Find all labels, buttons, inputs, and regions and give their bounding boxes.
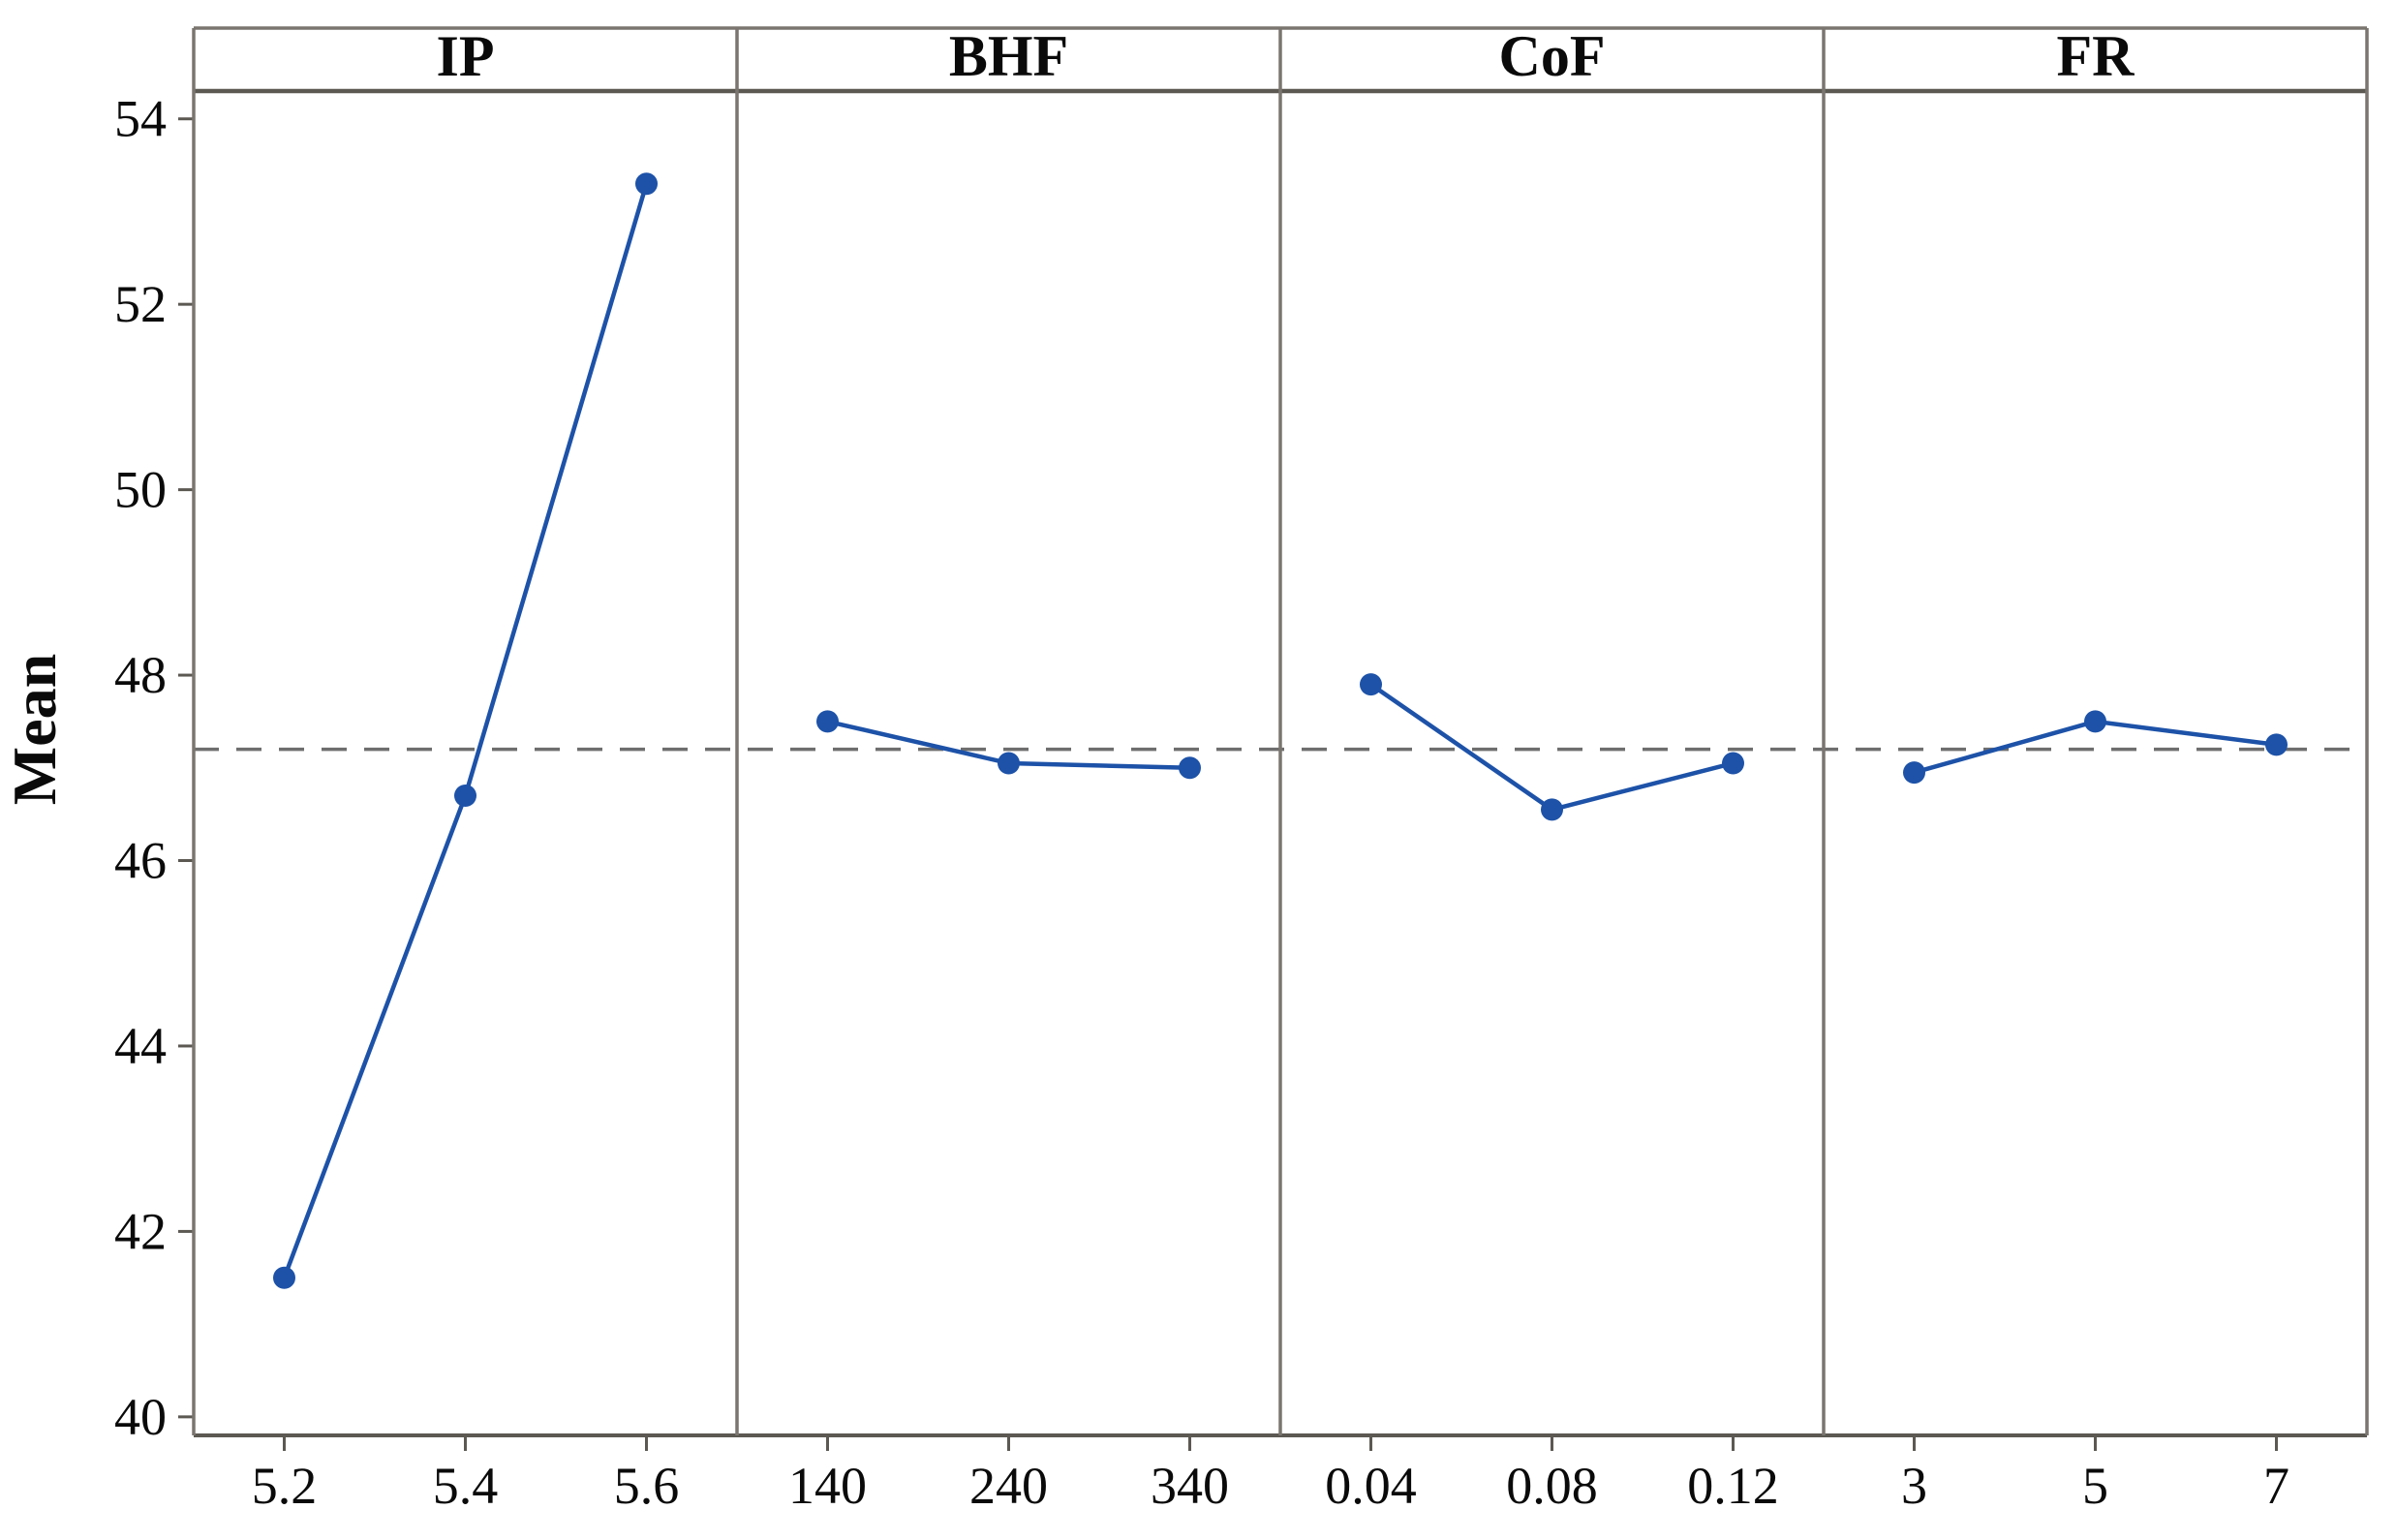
panel-header-label: FR bbox=[2057, 24, 2135, 88]
x-tick-label: 0.08 bbox=[1506, 1457, 1598, 1515]
y-tick-label: 48 bbox=[114, 646, 167, 704]
y-tick-label: 44 bbox=[114, 1017, 167, 1075]
data-point-marker bbox=[2265, 733, 2288, 756]
x-tick-label: 0.04 bbox=[1325, 1457, 1417, 1515]
y-tick-label: 46 bbox=[114, 832, 167, 890]
x-tick-label: 240 bbox=[969, 1457, 1048, 1515]
y-axis-title: Mean bbox=[0, 653, 69, 806]
x-tick-label: 7 bbox=[2263, 1457, 2289, 1515]
panel-bhf: BHF 140 240 340 bbox=[788, 24, 1229, 1515]
x-tick-label: 3 bbox=[1901, 1457, 1927, 1515]
x-tick-label: 340 bbox=[1151, 1457, 1229, 1515]
panel-fr: FR 3 5 7 bbox=[1901, 24, 2289, 1515]
panel-ip: IP 5.2 5.4 5.6 bbox=[252, 24, 680, 1515]
data-point-marker bbox=[2084, 710, 2106, 733]
panel-header-label: IP bbox=[437, 24, 495, 88]
x-tick-label: 0.12 bbox=[1687, 1457, 1779, 1515]
series-line bbox=[1368, 682, 1736, 813]
x-tick-label: 140 bbox=[788, 1457, 867, 1515]
panel-header-label: BHF bbox=[949, 24, 1068, 88]
data-point-marker bbox=[1903, 761, 1925, 785]
x-tick-label: 5 bbox=[2082, 1457, 2108, 1515]
y-tick-label: 40 bbox=[114, 1388, 167, 1446]
x-tick-label: 5.4 bbox=[433, 1457, 499, 1515]
y-tick-label: 54 bbox=[114, 90, 167, 148]
data-point-marker bbox=[273, 1266, 295, 1289]
data-point-marker bbox=[1360, 673, 1382, 696]
y-tick-label: 50 bbox=[114, 461, 167, 519]
x-tick-label: 5.2 bbox=[252, 1457, 318, 1515]
data-point-marker bbox=[454, 785, 476, 807]
x-tick-label: 5.6 bbox=[614, 1457, 680, 1515]
data-point-marker bbox=[1541, 798, 1563, 821]
panel-header-label: CoF bbox=[1499, 24, 1606, 88]
data-point-marker bbox=[1722, 752, 1744, 775]
data-point-marker bbox=[635, 172, 658, 196]
panel-cof: CoF 0.04 0.08 0.12 bbox=[1325, 24, 1779, 1515]
y-tick-label: 42 bbox=[114, 1202, 167, 1260]
data-point-marker bbox=[998, 752, 1020, 775]
data-point-marker bbox=[1179, 756, 1201, 780]
series-line bbox=[282, 181, 649, 1280]
y-tick-label: 52 bbox=[114, 275, 167, 333]
data-point-marker bbox=[816, 710, 839, 733]
